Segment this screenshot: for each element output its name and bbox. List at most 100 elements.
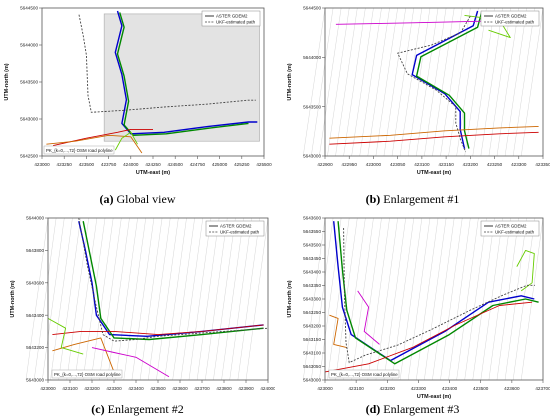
- legend-entry-aster: ASTER GDEM2: [220, 224, 252, 229]
- legend-entry-ukf: UKF-estimated path: [216, 20, 256, 25]
- terrain-hatch-line: [432, 217, 455, 381]
- terrain-hatch-line: [131, 217, 155, 381]
- terrain-hatch-line: [496, 7, 520, 157]
- terrain-hatch-line: [504, 7, 528, 157]
- trajectory-line: [47, 318, 84, 355]
- terrain-hatch-line: [480, 217, 503, 381]
- y-tick-label: 5644000: [26, 216, 44, 221]
- x-tick-label: 423500: [79, 162, 95, 167]
- terrain-hatch-line: [147, 217, 171, 381]
- x-tick-label: 423500: [150, 386, 166, 391]
- caption-d-label: (d): [365, 402, 381, 416]
- x-tick-label: 424500: [168, 162, 184, 167]
- trajectory-line: [329, 131, 539, 145]
- terrain-hatch-line: [25, 217, 49, 381]
- terrain-hatch-line: [335, 217, 358, 381]
- terrain-hatch-line: [448, 217, 471, 381]
- terrain-hatch-line: [367, 7, 390, 157]
- annotation-box: [51, 369, 123, 379]
- terrain-hatch-line: [415, 217, 439, 381]
- x-axis-label: UTM-east (m): [417, 394, 451, 400]
- terrain-hatch-line: [504, 217, 528, 381]
- annotation-box: [328, 369, 400, 379]
- y-tick-label: 5643800: [26, 248, 44, 253]
- legend-box: [480, 10, 540, 27]
- y-tick-label: 5643500: [303, 104, 321, 109]
- terrain-hatch-line: [359, 217, 382, 381]
- ukf-estimated-path: [343, 227, 535, 364]
- x-tick-label: 423600: [172, 386, 188, 391]
- y-tick-label: 5643000: [303, 154, 321, 159]
- terrain-hatch-line: [440, 217, 463, 381]
- terrain-hatch-line: [213, 217, 236, 381]
- trajectory-line: [114, 10, 258, 135]
- y-tick-label: 5643600: [303, 216, 321, 221]
- x-tick-label: 423350: [535, 162, 550, 167]
- legend-box: [480, 220, 540, 237]
- terrain-hatch-line: [302, 7, 326, 157]
- annotation-text: PK_{k=0,...,72} OSM road polyline: [331, 372, 398, 377]
- x-tick-label: 423300: [411, 386, 427, 391]
- ukf-estimated-path: [78, 217, 269, 342]
- y-tick-label: 5644500: [303, 6, 321, 11]
- trajectory-line: [357, 290, 380, 345]
- terrain-hatch-line: [139, 217, 163, 381]
- y-tick-label: 5643200: [26, 345, 44, 350]
- y-tick-label: 5643000: [303, 378, 321, 383]
- y-tick-label: 5643050: [303, 364, 321, 369]
- legend-box: [201, 10, 261, 27]
- x-tick-label: 423000: [317, 386, 333, 391]
- caption-b-text: Enlargement #1: [383, 192, 460, 206]
- terrain-hatch-line: [99, 217, 122, 381]
- y-tick-label: 5643350: [303, 283, 321, 288]
- legend-box: [205, 220, 265, 237]
- legend-entry-ukf: UKF-estimated path: [495, 20, 535, 25]
- terrain-hatch-line: [383, 7, 406, 157]
- terrain-hatch-line: [237, 217, 261, 381]
- trajectory-line: [116, 12, 249, 136]
- x-tick-label: 423750: [101, 162, 117, 167]
- terrain-hatch-line: [464, 217, 487, 381]
- x-axis-label: UTM-east (m): [417, 170, 451, 176]
- terrain-hatch-line: [512, 7, 536, 157]
- y-tick-label: 5643600: [26, 280, 44, 285]
- x-tick-label: 423150: [438, 162, 454, 167]
- x-tick-label: 423600: [504, 386, 520, 391]
- terrain-hatch-line: [335, 7, 358, 157]
- x-tick-label: 423500: [473, 386, 489, 391]
- terrain-hatch-line: [221, 217, 244, 381]
- trajectory-line: [52, 337, 115, 373]
- y-axis-label: UTM-north (m): [287, 280, 293, 317]
- terrain-hatch-line: [351, 7, 374, 157]
- legend-entry-aster: ASTER GDEM2: [495, 224, 527, 229]
- y-tick-label: 5643000: [20, 117, 38, 122]
- plot-area-d: [325, 218, 543, 380]
- x-tick-label: 423300: [106, 386, 122, 391]
- caption-d: (d) Enlargement #3: [275, 402, 550, 417]
- trajectory-line: [53, 128, 153, 147]
- terrain-hatch-line: [488, 217, 511, 381]
- x-tick-label: 425000: [212, 162, 228, 167]
- terrain-hatch-line: [33, 217, 57, 381]
- terrain-hatch-line: [327, 217, 350, 381]
- terrain-hatch-line: [472, 7, 495, 157]
- plot-frame: [324, 217, 544, 381]
- trajectory-line: [329, 125, 539, 139]
- terrain-hatch-line: [343, 7, 366, 157]
- caption-d-text: Enlargement #3: [383, 402, 460, 416]
- x-tick-label: 423250: [487, 162, 503, 167]
- x-tick-label: 423100: [348, 386, 364, 391]
- terrain-hatch-line: [480, 7, 503, 157]
- caption-a: (a) Global view: [0, 192, 275, 207]
- terrain-hatch-line: [107, 217, 130, 381]
- y-tick-label: 5643400: [26, 313, 44, 318]
- plot-area-c: [48, 218, 268, 380]
- x-tick-label: 423400: [442, 386, 458, 391]
- plot-frame: [41, 7, 265, 157]
- terrain-hatch-line: [229, 217, 252, 381]
- terrain-hatch-line: [520, 7, 544, 157]
- caption-c-text: Enlargement #2: [107, 402, 184, 416]
- terrain-hatch-line: [391, 217, 415, 381]
- x-tick-label: 423900: [238, 386, 254, 391]
- trajectory-line: [82, 221, 264, 341]
